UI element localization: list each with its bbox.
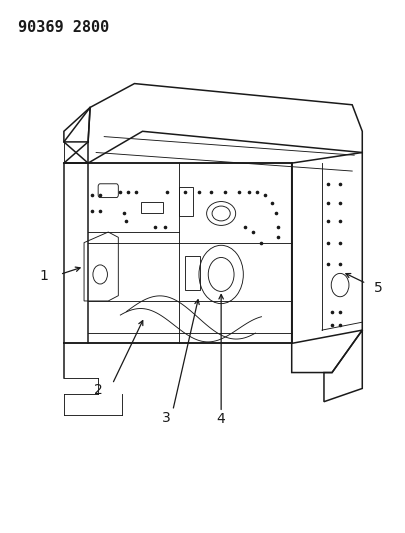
Bar: [184, 256, 200, 290]
Text: 4: 4: [216, 412, 225, 426]
Bar: [178, 187, 192, 216]
Text: 1: 1: [39, 269, 48, 282]
Bar: [140, 202, 162, 214]
Text: 3: 3: [162, 410, 171, 425]
Text: 2: 2: [94, 383, 102, 397]
Text: 5: 5: [373, 281, 382, 295]
Text: 90369 2800: 90369 2800: [17, 20, 109, 35]
